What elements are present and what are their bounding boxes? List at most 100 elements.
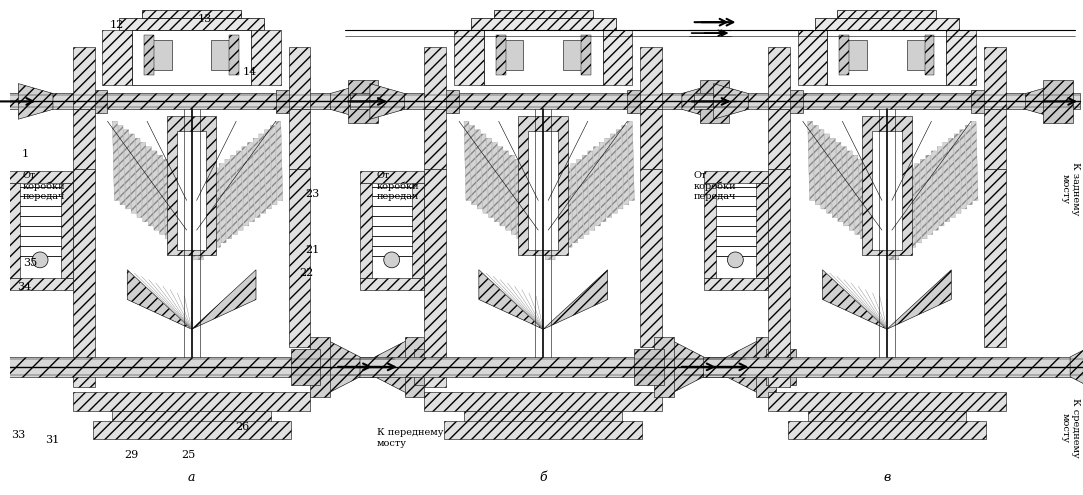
- Polygon shape: [914, 164, 922, 243]
- Bar: [311, 337, 330, 396]
- Bar: [766, 349, 796, 385]
- Bar: [73, 47, 94, 109]
- Bar: [971, 90, 996, 113]
- Bar: [756, 183, 768, 278]
- Bar: [683, 357, 1083, 377]
- Bar: [0, 94, 384, 109]
- Bar: [984, 169, 1006, 347]
- Bar: [768, 392, 1006, 411]
- Bar: [504, 40, 523, 70]
- Polygon shape: [882, 176, 888, 255]
- Polygon shape: [253, 138, 260, 217]
- Bar: [425, 109, 446, 169]
- Bar: [496, 35, 506, 75]
- Bar: [350, 94, 736, 109]
- Polygon shape: [727, 339, 761, 395]
- Text: в: в: [884, 471, 890, 484]
- Polygon shape: [841, 147, 849, 226]
- Polygon shape: [537, 176, 545, 255]
- Bar: [827, 30, 947, 85]
- Text: 14: 14: [243, 67, 258, 77]
- Polygon shape: [887, 181, 893, 260]
- Bar: [413, 183, 425, 278]
- Bar: [73, 169, 94, 387]
- Text: 13: 13: [197, 14, 211, 24]
- Polygon shape: [831, 138, 837, 217]
- Bar: [289, 169, 311, 347]
- Bar: [454, 30, 484, 85]
- Bar: [348, 80, 378, 123]
- Polygon shape: [616, 130, 623, 209]
- Polygon shape: [464, 121, 471, 200]
- Bar: [415, 349, 444, 385]
- Text: 12: 12: [109, 20, 123, 30]
- Polygon shape: [127, 270, 192, 329]
- Polygon shape: [599, 143, 606, 222]
- Bar: [700, 80, 730, 123]
- Polygon shape: [960, 130, 967, 209]
- Bar: [947, 30, 976, 85]
- Polygon shape: [118, 125, 125, 205]
- Polygon shape: [146, 147, 154, 226]
- Polygon shape: [836, 143, 843, 222]
- Polygon shape: [553, 176, 561, 255]
- Polygon shape: [470, 125, 477, 205]
- Bar: [654, 337, 674, 396]
- Circle shape: [32, 252, 48, 268]
- Polygon shape: [583, 155, 589, 235]
- Bar: [704, 278, 768, 290]
- Bar: [704, 171, 768, 183]
- Polygon shape: [622, 125, 629, 205]
- Bar: [798, 30, 827, 85]
- Polygon shape: [526, 168, 533, 247]
- Polygon shape: [479, 270, 544, 329]
- Bar: [405, 337, 425, 396]
- Text: 33: 33: [11, 430, 25, 440]
- Polygon shape: [611, 134, 617, 213]
- Text: К среднему
мосту: К среднему мосту: [1060, 398, 1080, 458]
- Text: 26: 26: [235, 422, 249, 432]
- Polygon shape: [714, 84, 748, 119]
- Bar: [290, 349, 321, 385]
- Text: б: б: [539, 471, 547, 484]
- Text: а: а: [187, 471, 195, 484]
- Bar: [340, 357, 746, 377]
- Polygon shape: [682, 84, 717, 119]
- Bar: [694, 94, 1080, 109]
- Bar: [73, 392, 311, 411]
- Bar: [580, 35, 590, 75]
- Polygon shape: [576, 159, 584, 239]
- Bar: [704, 183, 716, 278]
- Polygon shape: [141, 143, 147, 222]
- Bar: [839, 35, 849, 75]
- Polygon shape: [375, 339, 409, 395]
- Polygon shape: [627, 121, 635, 200]
- Polygon shape: [669, 339, 704, 395]
- Polygon shape: [813, 125, 820, 205]
- Bar: [471, 18, 615, 30]
- Text: От
коробки
передач: От коробки передач: [694, 171, 736, 201]
- Bar: [925, 35, 935, 75]
- Bar: [177, 131, 207, 250]
- Bar: [211, 40, 232, 70]
- Bar: [494, 10, 592, 18]
- Bar: [1043, 80, 1073, 123]
- Bar: [9, 183, 21, 278]
- Text: 31: 31: [44, 435, 60, 445]
- Polygon shape: [276, 121, 283, 200]
- Bar: [906, 40, 927, 70]
- Bar: [640, 47, 662, 109]
- Polygon shape: [870, 168, 877, 247]
- Bar: [768, 109, 790, 169]
- Polygon shape: [891, 181, 899, 260]
- Bar: [167, 116, 217, 255]
- Polygon shape: [259, 134, 265, 213]
- Bar: [360, 171, 425, 183]
- Polygon shape: [965, 125, 973, 205]
- Polygon shape: [18, 84, 53, 119]
- Polygon shape: [509, 155, 517, 235]
- Bar: [119, 18, 264, 30]
- Polygon shape: [1070, 339, 1083, 395]
- Text: От
коробки
передач: От коробки передач: [377, 171, 419, 201]
- Polygon shape: [822, 270, 887, 329]
